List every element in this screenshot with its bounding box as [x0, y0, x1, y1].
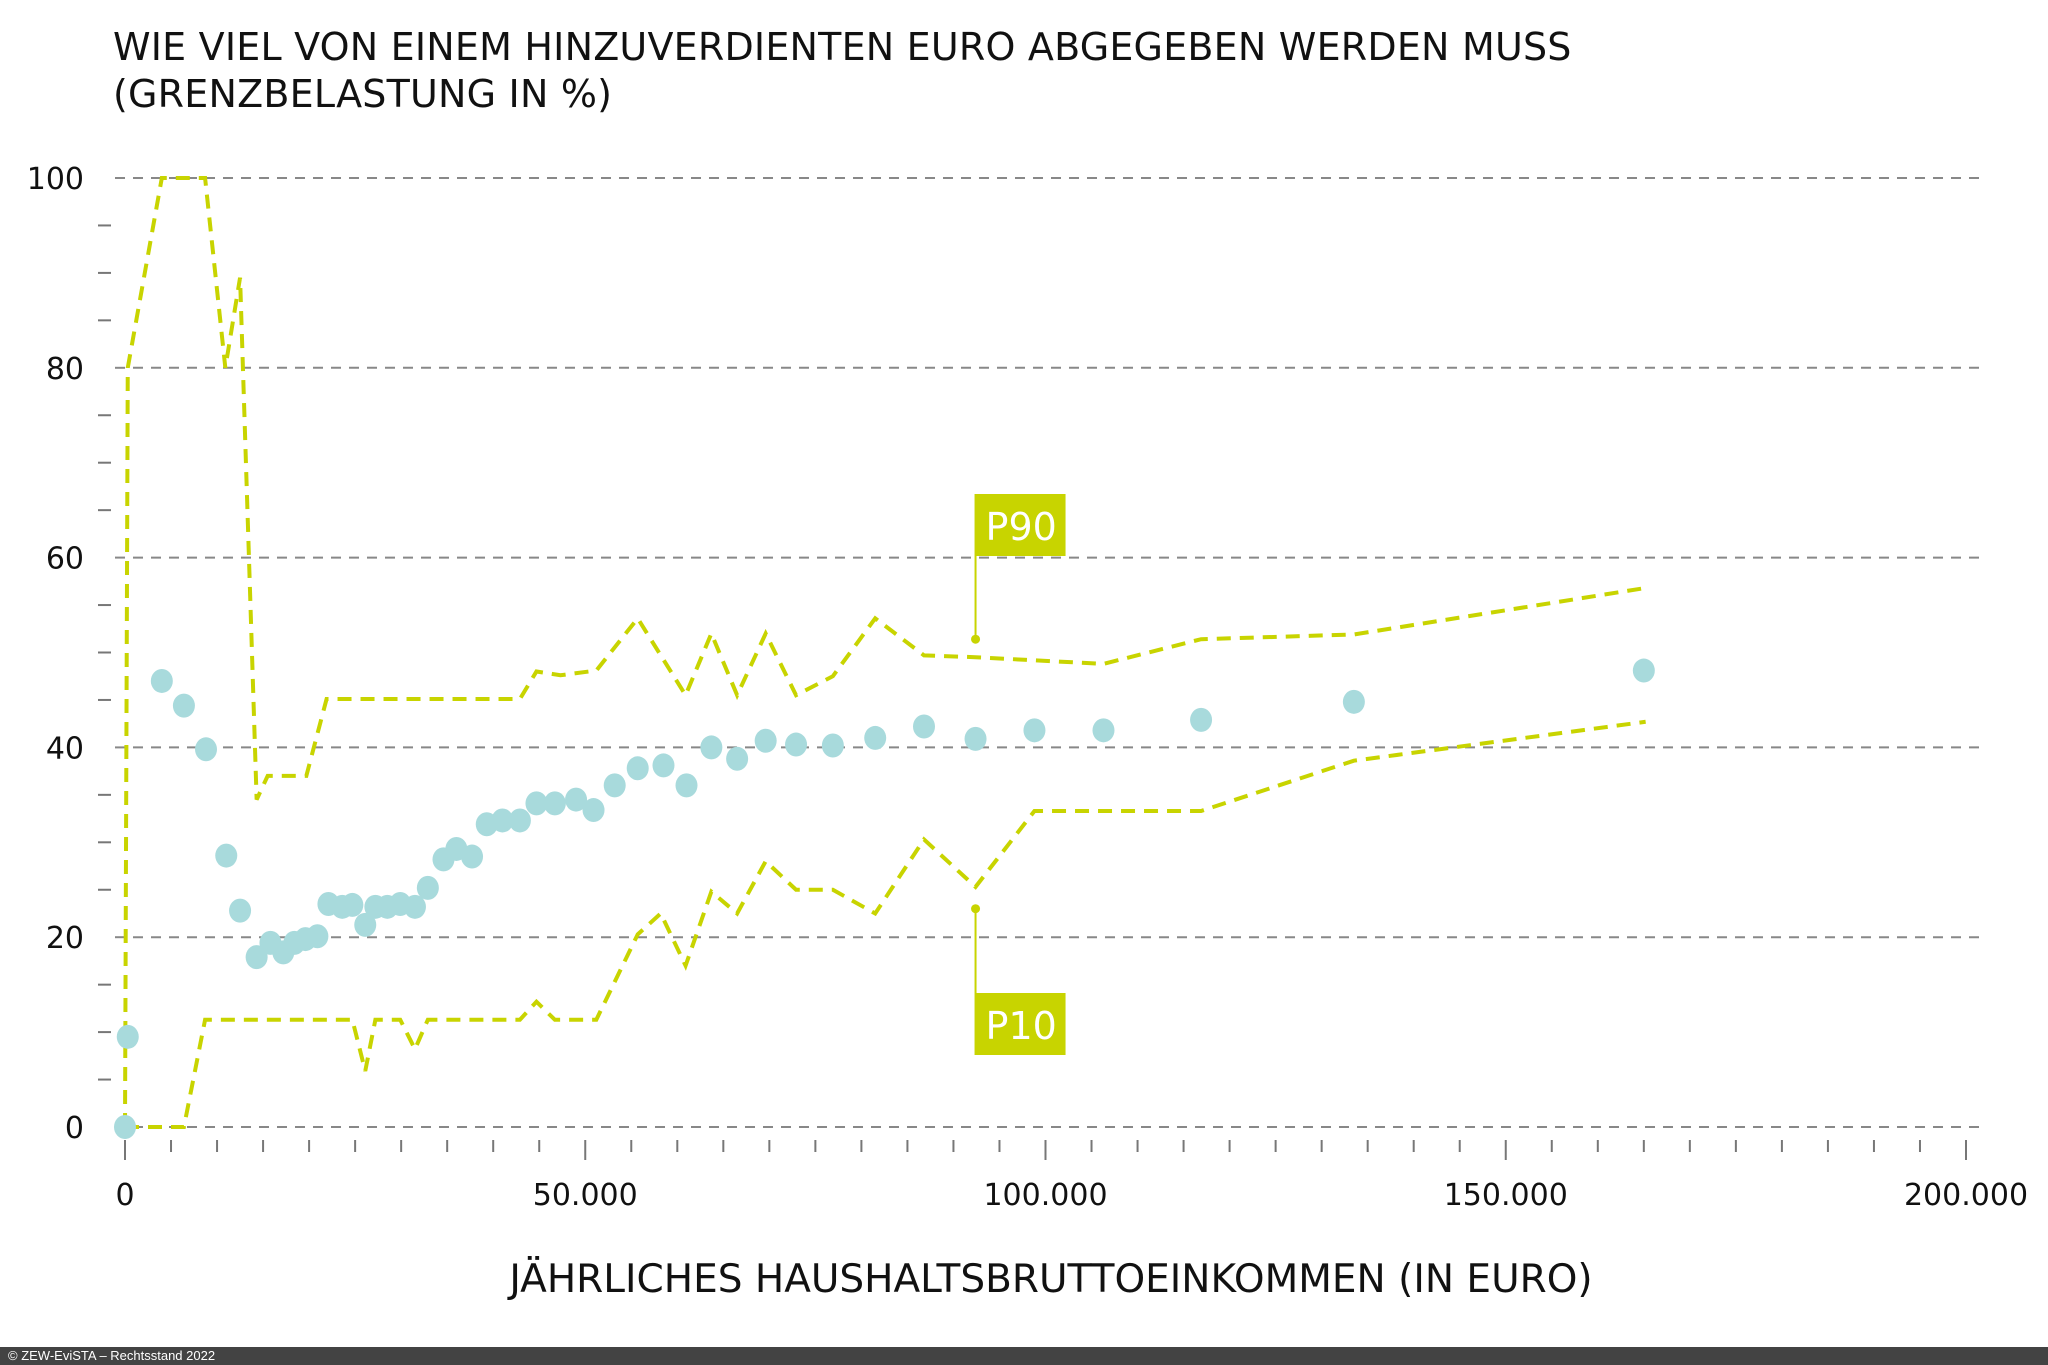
annotation-dot — [971, 634, 981, 644]
data-point — [525, 791, 548, 816]
data-point — [461, 844, 484, 869]
data-point — [1632, 658, 1655, 683]
data-point — [215, 843, 238, 868]
data-point — [416, 875, 439, 900]
data-point — [964, 726, 987, 751]
data-point — [700, 735, 723, 760]
data-point — [675, 773, 698, 798]
annotation-label-p90: P90 — [986, 505, 1057, 549]
data-point — [754, 728, 777, 753]
data-point — [354, 912, 377, 937]
y-tick-label: 40 — [46, 731, 84, 766]
x-tick-label: 100.000 — [983, 1178, 1107, 1213]
data-point — [195, 737, 218, 762]
data-point — [603, 773, 626, 798]
data-point — [565, 787, 588, 812]
data-point — [1342, 689, 1365, 714]
data-point — [114, 1115, 136, 1139]
x-axis-label: JÄHRLICHES HAUSHALTSBRUTTOEINKOMMEN (IN … — [506, 1256, 1592, 1302]
data-point — [403, 894, 426, 919]
data-point — [1190, 707, 1213, 732]
data-point — [582, 798, 605, 823]
title-line: WIE VIEL VON EINEM HINZUVERDIENTEN EURO … — [113, 25, 1572, 69]
subtitle-line: (GRENZBELASTUNG IN %) — [113, 72, 613, 116]
data-point — [172, 693, 195, 718]
data-point — [1092, 718, 1115, 743]
data-point — [1023, 718, 1046, 743]
x-tick-label: 0 — [115, 1178, 134, 1213]
x-tick-label: 200.000 — [1904, 1178, 2028, 1213]
annotation-box — [974, 494, 1066, 556]
data-point — [150, 668, 173, 693]
y-tick-label: 60 — [46, 542, 84, 577]
annotation-dot — [971, 904, 981, 914]
y-tick-label: 20 — [46, 921, 84, 956]
annotation-label-p10: P10 — [986, 1004, 1057, 1048]
x-tick-label: 150.000 — [1444, 1178, 1568, 1213]
data-point — [508, 808, 531, 833]
data-point — [652, 753, 675, 778]
chart-title: WIE VIEL VON EINEM HINZUVERDIENTEN EURO … — [113, 24, 1572, 118]
data-point — [341, 892, 364, 917]
data-point — [245, 945, 268, 970]
y-tick-label: 80 — [46, 352, 84, 387]
data-point — [626, 756, 649, 781]
series-line-p10 — [125, 719, 1646, 1129]
data-point — [912, 714, 935, 739]
data-point — [229, 898, 252, 923]
data-point — [116, 1024, 139, 1049]
series-line-p90 — [123, 176, 1646, 1128]
footer-credit: © ZEW-EviSTA – Rechtsstand 2022 — [0, 1347, 2048, 1365]
y-tick-label: 100 — [27, 162, 84, 197]
data-point — [864, 725, 887, 750]
data-point — [726, 746, 749, 771]
data-point — [491, 808, 514, 833]
y-tick-label: 0 — [65, 1111, 84, 1146]
data-point — [785, 732, 808, 757]
x-tick-label: 50.000 — [533, 1178, 638, 1213]
data-point — [821, 733, 844, 758]
data-point — [543, 791, 566, 816]
data-point — [306, 924, 329, 949]
annotation-box — [974, 993, 1066, 1055]
